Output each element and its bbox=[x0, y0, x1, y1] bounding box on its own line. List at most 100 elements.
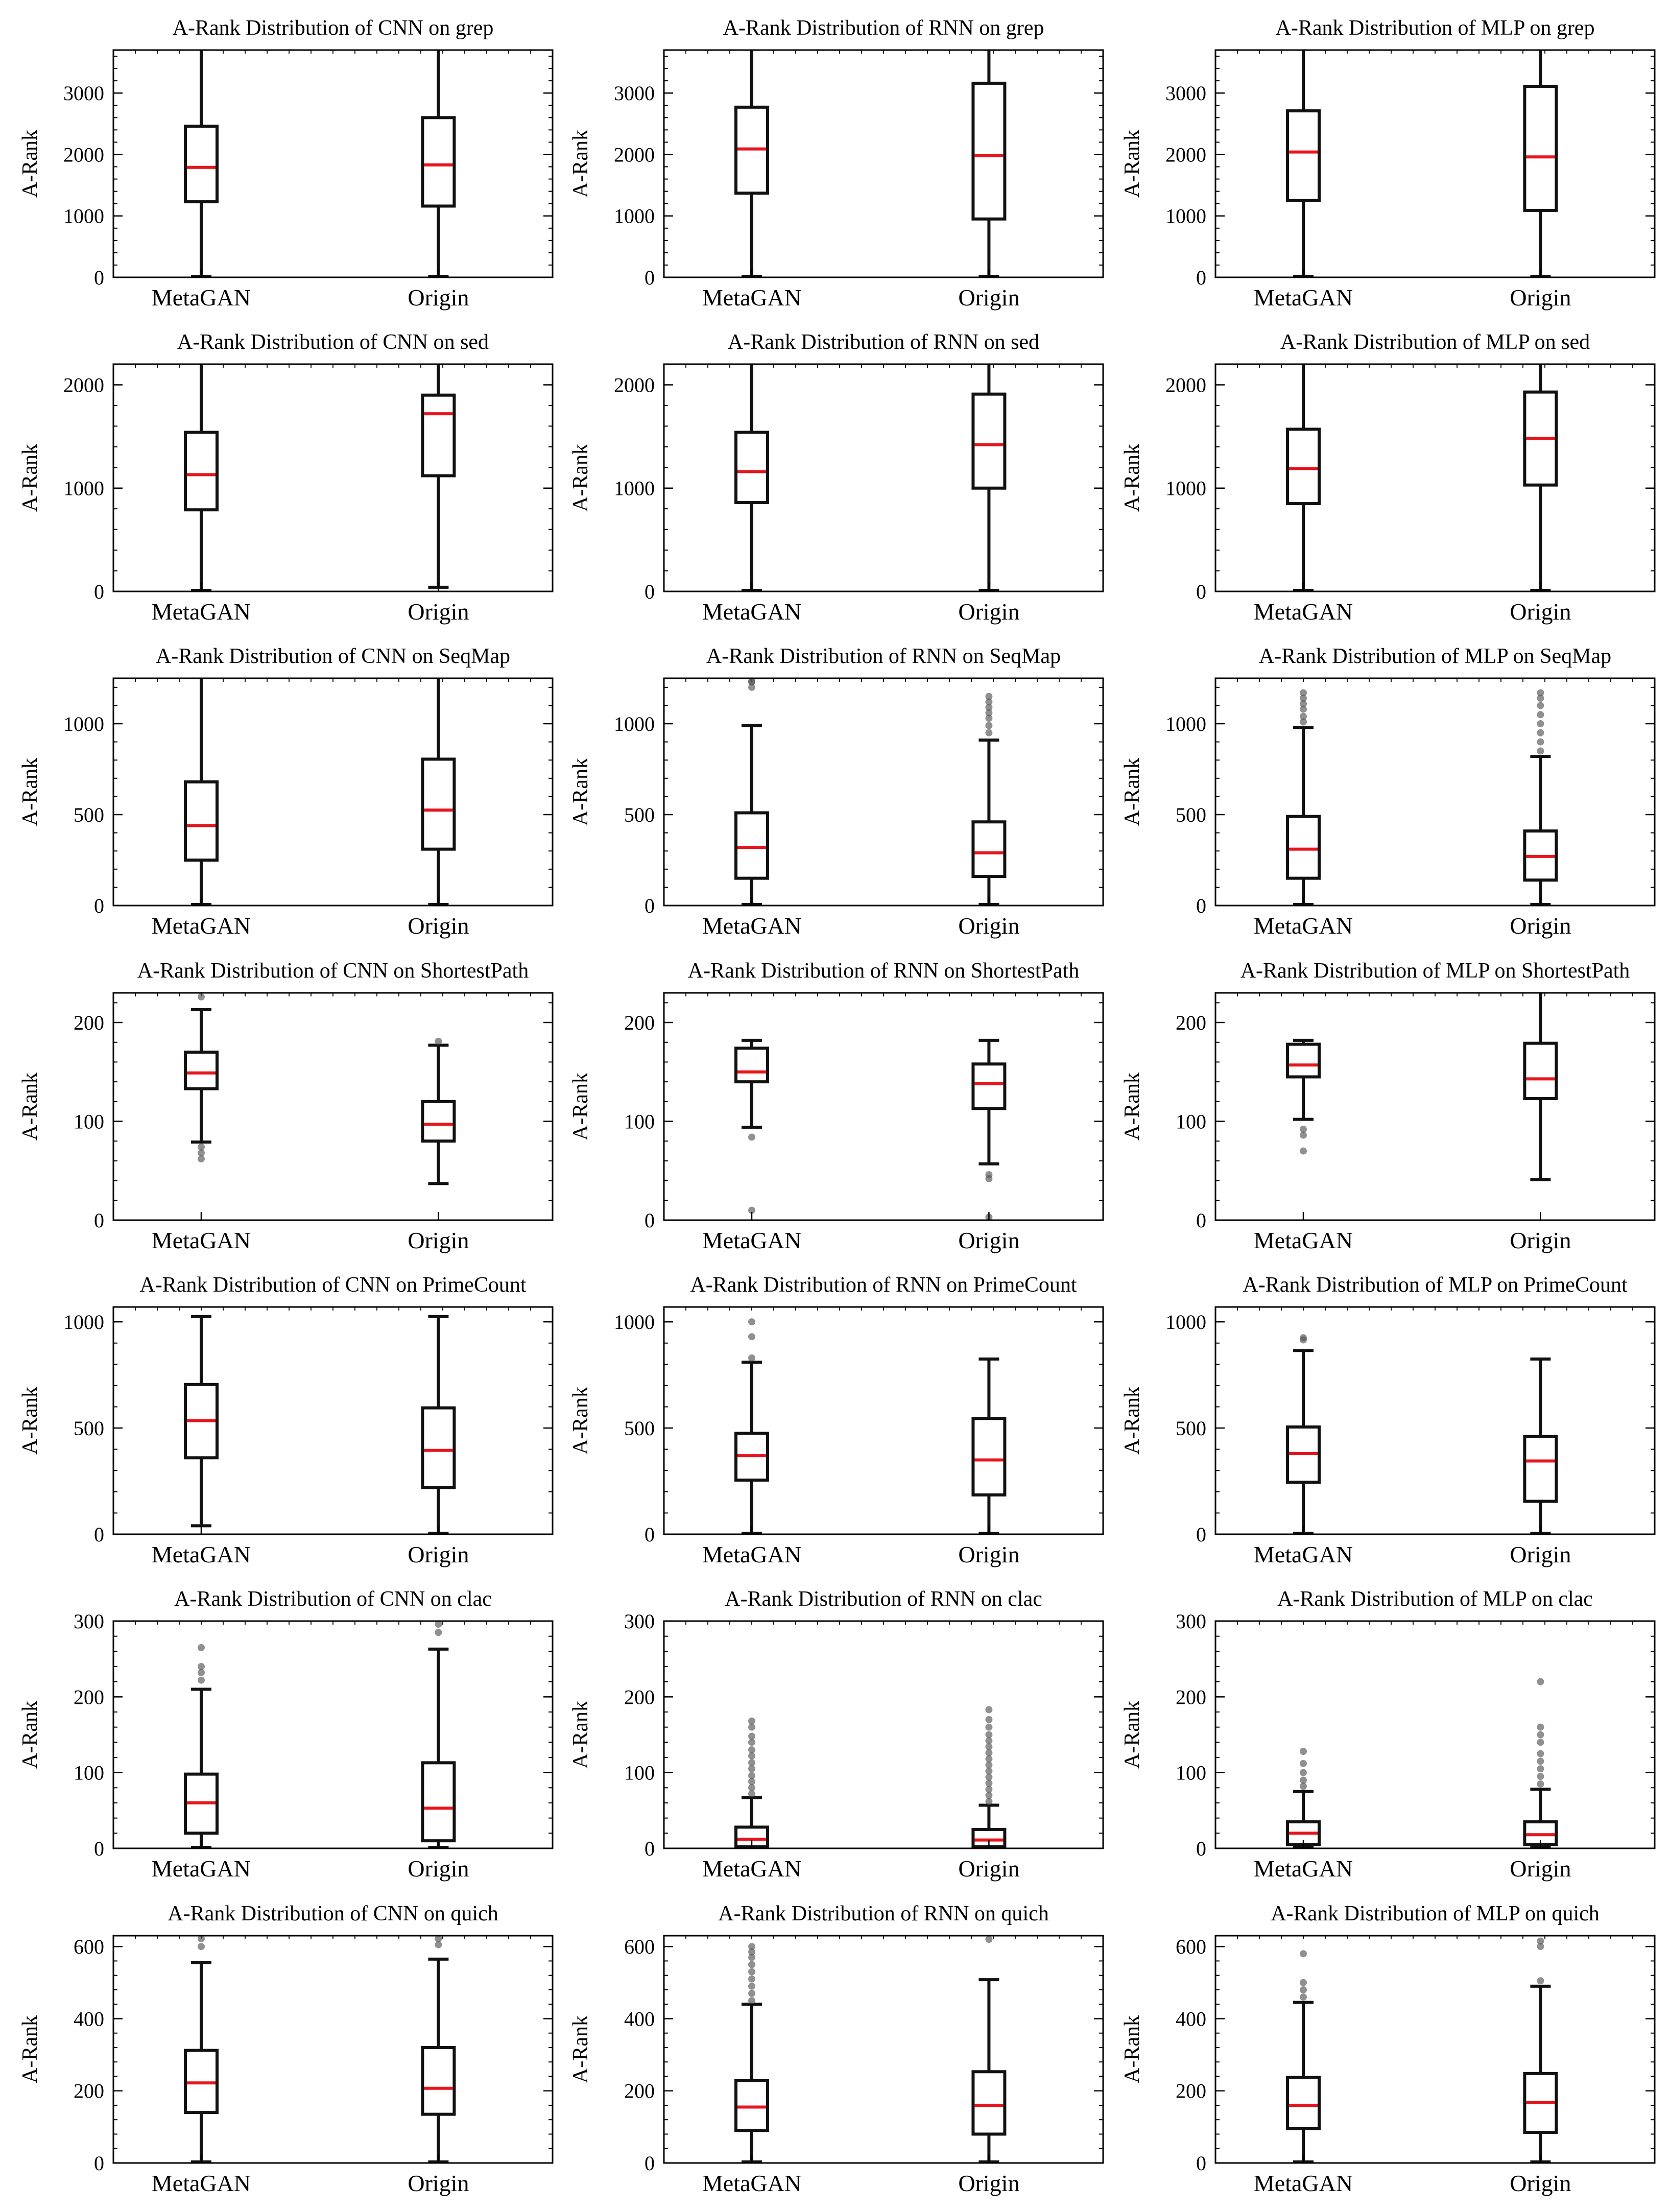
outlier-point bbox=[1300, 1986, 1307, 1993]
box-metagan bbox=[1286, 1950, 1321, 2163]
outlier-point bbox=[748, 1982, 755, 1990]
outlier-point bbox=[1537, 1977, 1544, 1985]
outlier-point bbox=[985, 1773, 993, 1781]
chart-panel-14: A-Rank Distribution of RNN on PrimeCount… bbox=[569, 1273, 1104, 1567]
y-tick-label: 0 bbox=[94, 894, 104, 917]
outlier-point bbox=[198, 1143, 205, 1151]
y-tick-label: 100 bbox=[74, 1762, 104, 1785]
x-category-label: Origin bbox=[408, 284, 469, 311]
box-origin bbox=[971, 1038, 1007, 1221]
y-axis-label: A-Rank bbox=[569, 1073, 592, 1140]
box-origin bbox=[1523, 1357, 1558, 1535]
chart-panel-12: A-Rank Distribution of MLP on ShortestPa… bbox=[1120, 959, 1656, 1253]
chart-panel-20: A-Rank Distribution of RNN on quich A-Ran… bbox=[569, 1902, 1104, 2196]
y-tick-label: 1000 bbox=[1165, 205, 1206, 228]
x-category-label: Origin bbox=[1510, 284, 1571, 311]
chart-title: A-Rank Distribution of CNN on PrimeCount bbox=[139, 1273, 526, 1297]
x-category-label: MetaGAN bbox=[1254, 2170, 1353, 2196]
iqr-box bbox=[1523, 390, 1558, 487]
x-category-label: Origin bbox=[1510, 599, 1571, 625]
x-category-label: Origin bbox=[958, 1227, 1019, 1253]
x-category-label: MetaGAN bbox=[1254, 599, 1353, 625]
iqr-box bbox=[734, 105, 769, 195]
y-tick-label: 0 bbox=[94, 2152, 104, 2175]
iqr-box bbox=[1523, 829, 1558, 882]
outlier-point bbox=[748, 1717, 755, 1725]
outlier-point bbox=[748, 678, 755, 685]
chart-title: A-Rank Distribution of MLP on clac bbox=[1277, 1587, 1593, 1611]
chart-title: A-Rank Distribution of RNN on sed bbox=[728, 330, 1039, 354]
plot-frame bbox=[1214, 363, 1656, 592]
y-tick-label: 0 bbox=[1196, 580, 1206, 603]
y-tick-label: 200 bbox=[1176, 1011, 1206, 1034]
y-tick-label: 2000 bbox=[63, 373, 104, 396]
y-tick-label: 500 bbox=[1176, 1417, 1206, 1440]
outlier-point bbox=[748, 1746, 755, 1754]
outlier-point bbox=[1537, 1773, 1544, 1780]
y-tick-label: 200 bbox=[74, 2080, 104, 2103]
y-tick-label: 0 bbox=[94, 266, 104, 289]
iqr-box bbox=[1523, 1041, 1558, 1101]
y-axis-label: A-Rank bbox=[18, 1387, 42, 1455]
outlier-point bbox=[198, 1669, 205, 1676]
box-origin bbox=[1523, 1678, 1558, 1849]
x-category-label: Origin bbox=[1510, 1856, 1571, 1882]
x-category-label: Origin bbox=[958, 2170, 1019, 2196]
outlier-point bbox=[748, 1975, 755, 1983]
chart-title: A-Rank Distribution of MLP on PrimeCount bbox=[1243, 1273, 1628, 1297]
y-tick-label: 200 bbox=[74, 1011, 104, 1034]
outlier-point bbox=[748, 1732, 755, 1740]
box-metagan bbox=[734, 1038, 769, 1214]
y-tick-label: 200 bbox=[74, 1685, 104, 1708]
box-metagan bbox=[184, 993, 219, 1163]
x-category-label: MetaGAN bbox=[152, 1856, 251, 1882]
outlier-point bbox=[748, 1948, 755, 1956]
chart-panel-9: A-Rank Distribution of MLP on SeqMap A-Ra… bbox=[1120, 645, 1656, 939]
chart-title: A-Rank Distribution of RNN on quich bbox=[718, 1902, 1048, 1925]
box-metagan bbox=[1286, 1038, 1321, 1155]
x-category-label: MetaGAN bbox=[1254, 1541, 1353, 1567]
y-axis-label: A-Rank bbox=[18, 2015, 42, 2083]
outlier-point bbox=[1300, 1776, 1307, 1784]
iqr-box bbox=[421, 393, 456, 478]
iqr-box bbox=[1286, 2076, 1321, 2130]
x-category-label: Origin bbox=[1510, 1227, 1571, 1253]
outlier-point bbox=[1300, 689, 1307, 697]
y-tick-label: 300 bbox=[624, 1610, 655, 1633]
outlier-point bbox=[985, 1706, 993, 1714]
outlier-point bbox=[1300, 712, 1307, 720]
outlier-point bbox=[435, 1037, 442, 1045]
outlier-point bbox=[1537, 1943, 1544, 1951]
chart-title: A-Rank Distribution of RNN on ShortestPa… bbox=[688, 959, 1079, 983]
iqr-box bbox=[421, 1761, 456, 1843]
y-tick-label: 100 bbox=[624, 1110, 655, 1133]
outlier-point bbox=[435, 1629, 442, 1636]
iqr-box bbox=[1286, 1042, 1321, 1079]
y-tick-label: 1000 bbox=[614, 205, 655, 228]
plot-frame bbox=[112, 1620, 554, 1849]
box-metagan bbox=[184, 1935, 219, 2163]
y-tick-label: 0 bbox=[94, 1837, 104, 1860]
box-origin bbox=[421, 364, 456, 589]
y-tick-label: 1000 bbox=[63, 205, 104, 228]
x-category-label: Origin bbox=[408, 2170, 469, 2196]
x-category-label: Origin bbox=[408, 1227, 469, 1253]
y-tick-label: 2000 bbox=[1165, 143, 1206, 166]
y-tick-label: 1000 bbox=[63, 1311, 104, 1334]
x-category-label: Origin bbox=[958, 599, 1019, 625]
box-origin bbox=[421, 1935, 456, 2163]
y-tick-label: 0 bbox=[1196, 1523, 1206, 1546]
y-tick-label: 200 bbox=[624, 1011, 655, 1034]
y-tick-label: 300 bbox=[1176, 1610, 1206, 1633]
outlier-point bbox=[748, 1759, 755, 1767]
y-tick-label: 0 bbox=[645, 2152, 655, 2175]
y-tick-label: 300 bbox=[74, 1610, 104, 1633]
box-origin bbox=[421, 1037, 456, 1185]
outlier-point bbox=[748, 1206, 755, 1214]
iqr-box bbox=[971, 1417, 1007, 1497]
chart-panel-19: A-Rank Distribution of CNN on quich A-Ran… bbox=[18, 1902, 554, 2196]
box-origin bbox=[1523, 689, 1558, 906]
iqr-box bbox=[184, 125, 219, 204]
outlier-point bbox=[1300, 1782, 1307, 1790]
